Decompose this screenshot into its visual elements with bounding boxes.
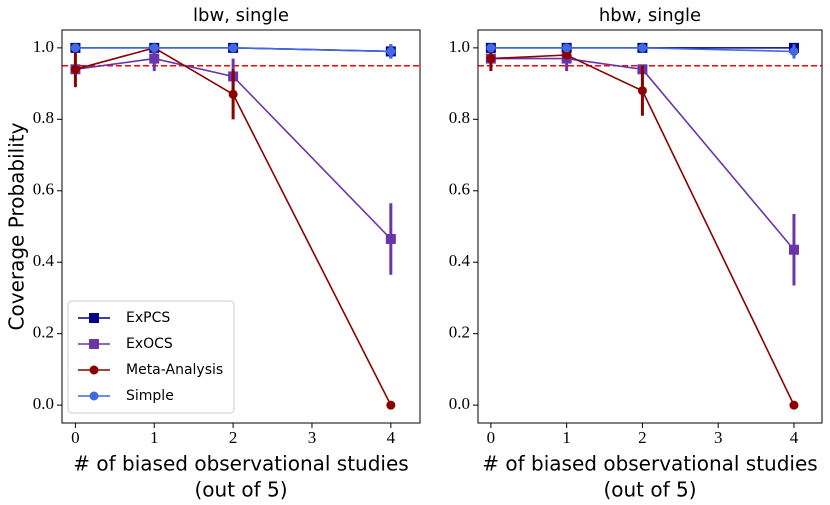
legend-label: ExOCS <box>126 336 173 352</box>
x-tick-label: 2 <box>229 428 238 447</box>
series-line <box>490 47 794 53</box>
y-tick-label: 0.0 <box>33 394 54 413</box>
marker <box>386 46 396 56</box>
y-tick-label: 0.8 <box>33 108 54 127</box>
marker <box>228 89 238 99</box>
panel-title: hbw, single <box>599 5 701 26</box>
y-tick-label: 0.4 <box>33 251 55 270</box>
series-line <box>490 54 795 406</box>
legend-label: Meta-Analysis <box>126 362 223 378</box>
legend-marker <box>89 313 99 323</box>
marker <box>385 234 396 245</box>
x-tick-label: 1 <box>150 428 159 447</box>
marker <box>562 43 572 53</box>
x-tick-label: 3 <box>714 428 723 447</box>
legend-marker <box>89 365 99 375</box>
marker <box>789 400 799 410</box>
marker <box>149 53 160 64</box>
x-tick-label: 4 <box>387 428 396 447</box>
legend-box <box>67 300 235 414</box>
y-tick-label: 0.2 <box>449 323 470 342</box>
marker <box>562 50 572 60</box>
x-tick-label: 2 <box>638 428 647 447</box>
y-tick-label: 1.0 <box>33 37 54 56</box>
marker <box>149 43 159 53</box>
marker <box>486 54 496 64</box>
series-line <box>75 47 392 406</box>
legend-marker <box>89 391 99 401</box>
x-tick-label: 3 <box>308 428 317 447</box>
y-tick-label: 0.2 <box>33 323 54 342</box>
marker <box>228 43 238 53</box>
x-tick-label: 0 <box>487 428 496 447</box>
marker <box>788 244 799 255</box>
marker <box>70 64 80 74</box>
series-line <box>490 57 795 251</box>
legend-label: Simple <box>126 388 174 404</box>
marker <box>386 400 396 410</box>
y-tick-label: 0.0 <box>449 394 470 413</box>
y-tick-label: 0.6 <box>33 180 54 199</box>
x-axis-label: # of biased observational studies <box>482 452 817 476</box>
series-line <box>75 47 391 53</box>
marker <box>70 43 80 53</box>
x-tick-label: 1 <box>562 428 571 447</box>
legend-marker <box>89 339 99 349</box>
marker <box>637 43 647 53</box>
series-line <box>75 57 392 240</box>
marker <box>789 46 799 56</box>
x-axis-label: (out of 5) <box>603 478 696 502</box>
y-tick-label: 1.0 <box>449 37 470 56</box>
x-axis-label: # of biased observational studies <box>73 452 408 476</box>
y-tick-label: 0.6 <box>449 180 470 199</box>
y-tick-label: 0.8 <box>449 108 470 127</box>
marker <box>486 43 496 53</box>
axes-frame <box>61 29 421 424</box>
panel-title: lbw, single <box>193 5 289 26</box>
y-tick-label: 0.4 <box>449 251 471 270</box>
y-axis-label: Coverage Probability <box>5 122 29 330</box>
x-axis-label: (out of 5) <box>194 478 287 502</box>
marker <box>637 86 647 96</box>
x-tick-label: 0 <box>71 428 80 447</box>
legend-label: ExPCS <box>126 310 170 326</box>
axes-frame <box>477 29 823 424</box>
x-tick-label: 4 <box>790 428 799 447</box>
